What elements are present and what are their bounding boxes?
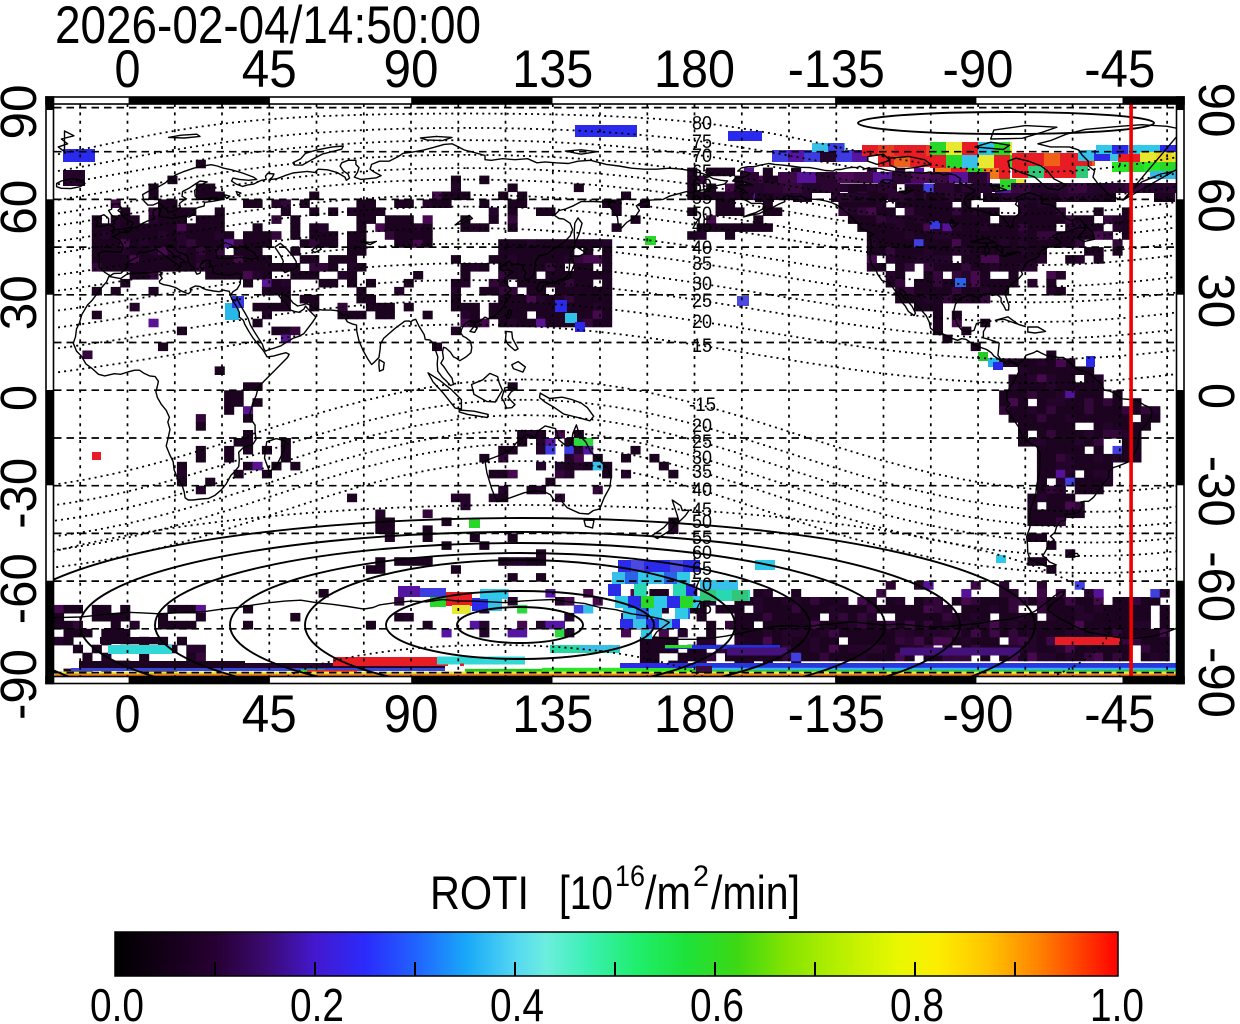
svg-text:80: 80 <box>692 114 712 135</box>
svg-text:2: 2 <box>693 860 709 893</box>
svg-text:70: 70 <box>692 575 712 596</box>
svg-text:1.0: 1.0 <box>1090 979 1144 1024</box>
svg-text:0.6: 0.6 <box>690 979 744 1024</box>
svg-text:-90: -90 <box>943 40 1014 99</box>
svg-text:30: 30 <box>692 274 712 295</box>
svg-text:55: 55 <box>692 188 712 209</box>
svg-text:30: 30 <box>692 448 712 469</box>
svg-text:45: 45 <box>242 40 297 99</box>
svg-text:45: 45 <box>692 500 712 521</box>
svg-text:16: 16 <box>615 860 645 893</box>
svg-text:0: 0 <box>115 685 141 744</box>
svg-text:35: 35 <box>692 254 712 275</box>
svg-text:30: 30 <box>1188 273 1240 328</box>
svg-text:135: 135 <box>512 40 593 99</box>
svg-text:-90: -90 <box>943 685 1014 744</box>
svg-text:0: 0 <box>115 40 141 99</box>
svg-text:90: 90 <box>0 85 47 140</box>
svg-text:0: 0 <box>0 385 47 411</box>
svg-text:-60: -60 <box>0 553 47 624</box>
svg-text:-90: -90 <box>0 649 47 720</box>
svg-text:0.2: 0.2 <box>290 979 344 1024</box>
svg-text:135: 135 <box>512 685 593 744</box>
svg-text:-45: -45 <box>1084 40 1155 99</box>
svg-text:180: 180 <box>654 685 735 744</box>
svg-text:30: 30 <box>0 275 47 330</box>
svg-text:35: 35 <box>692 462 712 483</box>
svg-text:-90: -90 <box>1188 647 1240 718</box>
svg-text:0.4: 0.4 <box>490 979 544 1024</box>
svg-text:65: 65 <box>692 162 712 183</box>
svg-text:[10: [10 <box>559 866 613 919</box>
svg-text:20: 20 <box>692 416 712 437</box>
svg-text:75: 75 <box>692 598 712 619</box>
svg-text:180: 180 <box>654 40 735 99</box>
svg-text:90: 90 <box>384 40 439 99</box>
svg-text:45: 45 <box>242 685 297 744</box>
svg-text:-15: -15 <box>689 395 716 416</box>
svg-text:0.8: 0.8 <box>890 979 944 1024</box>
svg-text:/m: /m <box>645 866 691 919</box>
svg-text:75: 75 <box>692 132 712 153</box>
svg-text:60: 60 <box>692 543 712 564</box>
svg-text:ROTI: ROTI <box>430 866 529 919</box>
svg-text:60: 60 <box>1188 178 1240 233</box>
svg-text:90: 90 <box>384 685 439 744</box>
svg-text:-30: -30 <box>1188 456 1240 527</box>
svg-text:25: 25 <box>692 432 712 453</box>
svg-text:/min]: /min] <box>711 866 800 919</box>
svg-text:45: 45 <box>692 216 712 237</box>
svg-text:40: 40 <box>692 480 712 501</box>
svg-text:60: 60 <box>0 180 47 235</box>
svg-text:-135: -135 <box>788 685 885 744</box>
svg-text:-60: -60 <box>1188 551 1240 622</box>
svg-text:55: 55 <box>692 528 712 549</box>
svg-text:15: 15 <box>692 336 712 357</box>
svg-text:50: 50 <box>692 512 712 533</box>
svg-text:60: 60 <box>692 176 712 197</box>
svg-text:40: 40 <box>692 238 712 259</box>
svg-text:0.0: 0.0 <box>90 979 144 1024</box>
svg-text:20: 20 <box>692 312 712 333</box>
svg-text:-30: -30 <box>0 458 47 529</box>
svg-text:-135: -135 <box>788 40 885 99</box>
svg-text:2026-02-04/14:50:00: 2026-02-04/14:50:00 <box>55 0 481 55</box>
svg-text:50: 50 <box>692 204 712 225</box>
svg-text:90: 90 <box>1188 83 1240 138</box>
svg-text:0: 0 <box>1188 383 1240 409</box>
svg-text:70: 70 <box>692 146 712 167</box>
svg-text:-45: -45 <box>1084 685 1155 744</box>
svg-text:25: 25 <box>692 291 712 312</box>
svg-text:65: 65 <box>692 559 712 580</box>
